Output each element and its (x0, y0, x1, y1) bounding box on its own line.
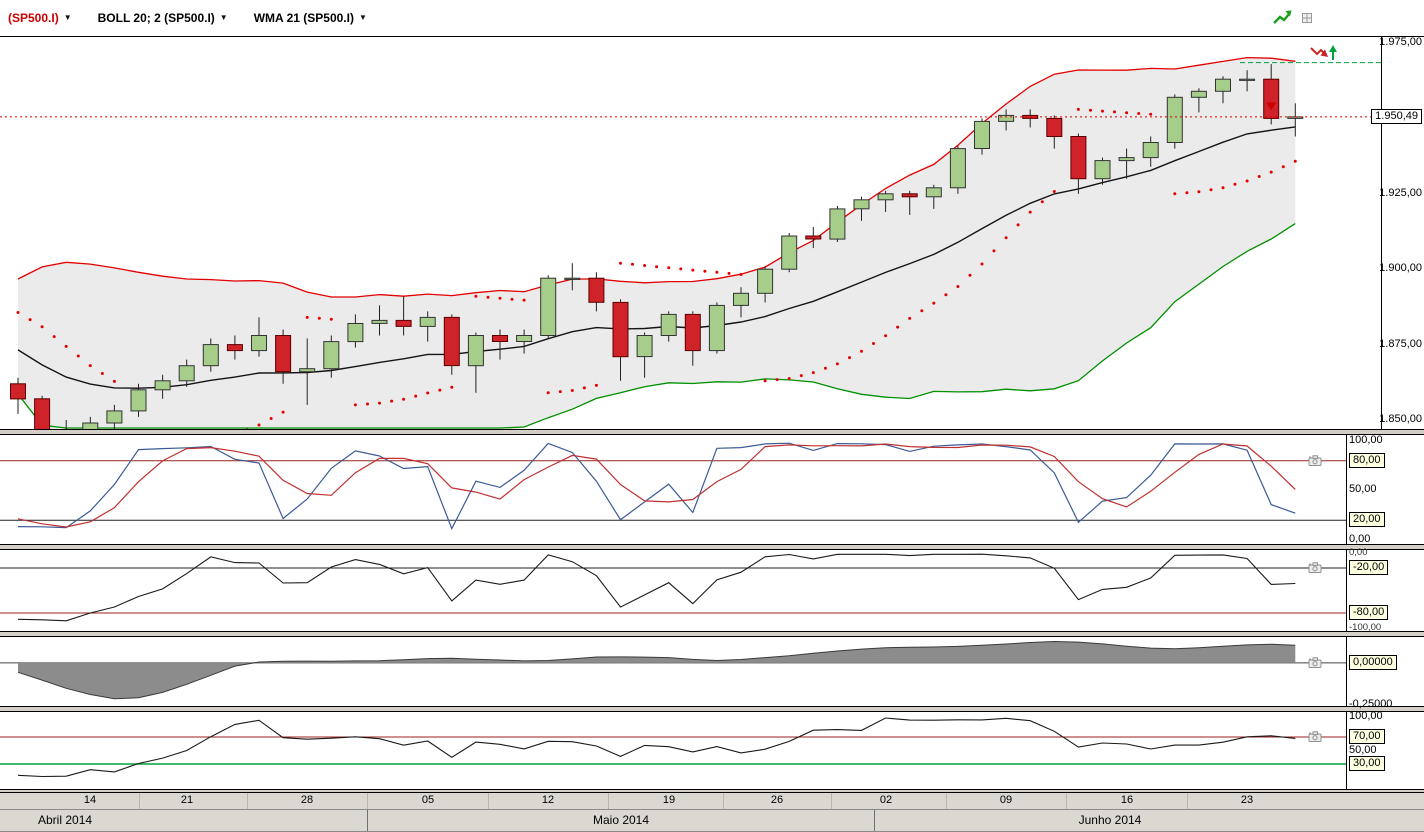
time-axis-row: 14 21 28 05 12 19 26 02 09 16 23 (0, 792, 1424, 809)
indicator-line (17, 56, 1296, 298)
stoch-axis-label: 80,00 (1349, 453, 1385, 468)
time-tick: 28 (300, 794, 314, 806)
toolbar: (SP500.I) ▼ BOLL 20; 2 (SP500.I) ▼ WMA 2… (0, 0, 1424, 36)
main-plot (0, 37, 1382, 429)
osc-axis-label: 0,00000 (1349, 655, 1397, 670)
time-tick: 19 (662, 794, 676, 806)
main-axis-label: 1.900,00 (1379, 262, 1422, 274)
rsi-axis-label: 70,00 (1349, 729, 1385, 744)
main-axis-label: 1.850,00 (1379, 413, 1422, 425)
time-tick: 05 (421, 794, 435, 806)
williams-r-panel[interactable]: 0,00-20,00-80,00-100,00✕ (0, 547, 1424, 633)
panel-splitter[interactable] (0, 707, 1424, 711)
stoch-axis-label: 20,00 (1349, 512, 1385, 527)
boll-indicator-label: BOLL 20; 2 (SP500.I) (97, 11, 215, 25)
indicator-line (17, 126, 1296, 389)
camera-icon[interactable] (1308, 731, 1322, 742)
grid-icon[interactable] (1302, 13, 1312, 23)
indicator-selector-wma[interactable]: WMA 21 (SP500.I) ▼ (254, 11, 367, 25)
time-tick: 09 (999, 794, 1013, 806)
indicator-line (17, 640, 1296, 700)
indicator-line (17, 717, 1296, 778)
time-tick: 12 (541, 794, 555, 806)
main-axis-label: 1.975,00 (1379, 36, 1422, 48)
rsi-axis-label: 50,00 (1349, 744, 1377, 756)
main-axis-label: 1.875,00 (1379, 338, 1422, 350)
chevron-down-icon: ▼ (63, 13, 72, 22)
wr-axis-label: -80,00 (1349, 605, 1389, 620)
instrument-selector[interactable]: (SP500.I) ▼ (8, 11, 72, 25)
month-axis-row: Abril 2014 Maio 2014 Junho 2014 (0, 809, 1424, 832)
month-label: Maio 2014 (592, 813, 650, 827)
trade-signal-icon[interactable] (1310, 45, 1337, 60)
rsi-axis-label: 30,00 (1349, 756, 1385, 771)
panel-splitter[interactable] (0, 790, 1424, 792)
panel-splitter[interactable] (0, 545, 1424, 549)
instrument-label: (SP500.I) (8, 11, 59, 25)
wma-indicator-label: WMA 21 (SP500.I) (253, 11, 354, 25)
wr-axis-label: 0,00 (1349, 547, 1368, 558)
time-tick: 23 (1240, 794, 1254, 806)
time-tick: 02 (879, 794, 893, 806)
bollinger-band (18, 57, 1296, 429)
time-tick: 14 (83, 794, 97, 806)
candles-layer (10, 64, 1304, 429)
stoch-plot (0, 435, 1347, 544)
indicator-line (17, 442, 1296, 531)
stoch-axis-label: 0,00 (1349, 533, 1371, 545)
parabolic-sar-dots (16, 107, 1297, 429)
signals-icon[interactable] (1272, 9, 1292, 27)
camera-icon[interactable] (1308, 455, 1322, 466)
price-chart-panel[interactable]: 1.975,00 1.950,49 1.925,00 1.900,00 1.875,00… (0, 36, 1424, 430)
indicator-selector-boll[interactable]: BOLL 20; 2 (SP500.I) ▼ (98, 11, 228, 25)
sell-marker (1266, 102, 1277, 111)
month-label: Abril 2014 (38, 813, 93, 827)
stoch-axis-label: 50,00 (1349, 483, 1377, 495)
camera-icon[interactable] (1308, 562, 1322, 573)
chevron-down-icon: ▼ (219, 13, 228, 22)
wr-axis-label: -20,00 (1349, 560, 1389, 575)
time-tick: 16 (1120, 794, 1134, 806)
osc-plot (0, 637, 1347, 706)
rsi-axis-label: 100,00 (1349, 710, 1383, 722)
main-axis-label: 1.950,49 (1371, 109, 1422, 124)
panel-splitter[interactable] (0, 430, 1424, 434)
panel-splitter[interactable] (0, 632, 1424, 636)
osc-axis-label: -0,25000 (1349, 698, 1393, 710)
wr-axis-label: -100,00 (1349, 622, 1382, 633)
indicator-line (17, 223, 1296, 429)
indicator-line (17, 443, 1296, 528)
time-tick: 26 (770, 794, 784, 806)
wr-plot (0, 550, 1347, 631)
main-axis-label: 1.925,00 (1379, 187, 1422, 199)
chevron-down-icon: ▼ (358, 13, 367, 22)
indicator-line (17, 553, 1296, 622)
oscillator-fill (18, 641, 1296, 699)
time-tick: 21 (180, 794, 194, 806)
stoch-axis-label: 100,00 (1349, 434, 1383, 446)
camera-icon[interactable] (1308, 657, 1322, 668)
month-label: Junho 2014 (1078, 813, 1142, 827)
rsi-plot (0, 712, 1347, 789)
oscillator-panel[interactable]: 0,00000-0,25000✕ (0, 636, 1424, 710)
toolbar-right (1272, 9, 1424, 27)
